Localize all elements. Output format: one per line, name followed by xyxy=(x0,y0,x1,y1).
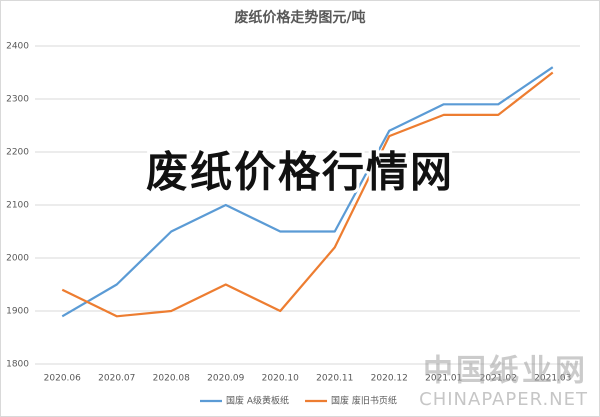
y-tick-label: 2200 xyxy=(6,148,29,158)
y-tick-label: 1900 xyxy=(6,307,29,317)
y-tick-label: 2300 xyxy=(6,95,29,105)
legend-label: 国废 A级黄板纸 xyxy=(226,395,289,407)
x-tick-label: 2020.06 xyxy=(44,374,81,384)
line-series xyxy=(61,71,554,318)
y-tick-label: 2000 xyxy=(6,254,29,264)
line-series xyxy=(61,66,554,318)
x-tick-label: 2021.01 xyxy=(425,374,462,384)
x-tick-label: 2020.08 xyxy=(153,374,190,384)
chart-title: 废纸价格走势图元/吨 xyxy=(234,9,365,26)
y-tick-label: 2400 xyxy=(6,42,29,52)
x-tick-label: 2020.10 xyxy=(262,374,299,384)
x-tick-label: 2021.02 xyxy=(480,374,517,384)
watermark-cn: 中国纸业网 xyxy=(423,354,588,389)
y-tick-label: 2100 xyxy=(6,201,29,211)
x-tick-label: 2021.03 xyxy=(534,374,571,384)
watermark-en: CHINAPAPER.NET xyxy=(419,389,588,410)
x-tick-label: 2020.12 xyxy=(371,374,408,384)
legend-label: 国废 废旧书页纸 xyxy=(331,395,397,407)
y-tick-label: 1800 xyxy=(6,360,29,370)
overlay-title: 废纸价格行情网 xyxy=(146,148,454,197)
x-tick-label: 2020.07 xyxy=(98,374,135,384)
x-tick-label: 2020.09 xyxy=(207,374,244,384)
x-tick-label: 2020.11 xyxy=(316,374,353,384)
